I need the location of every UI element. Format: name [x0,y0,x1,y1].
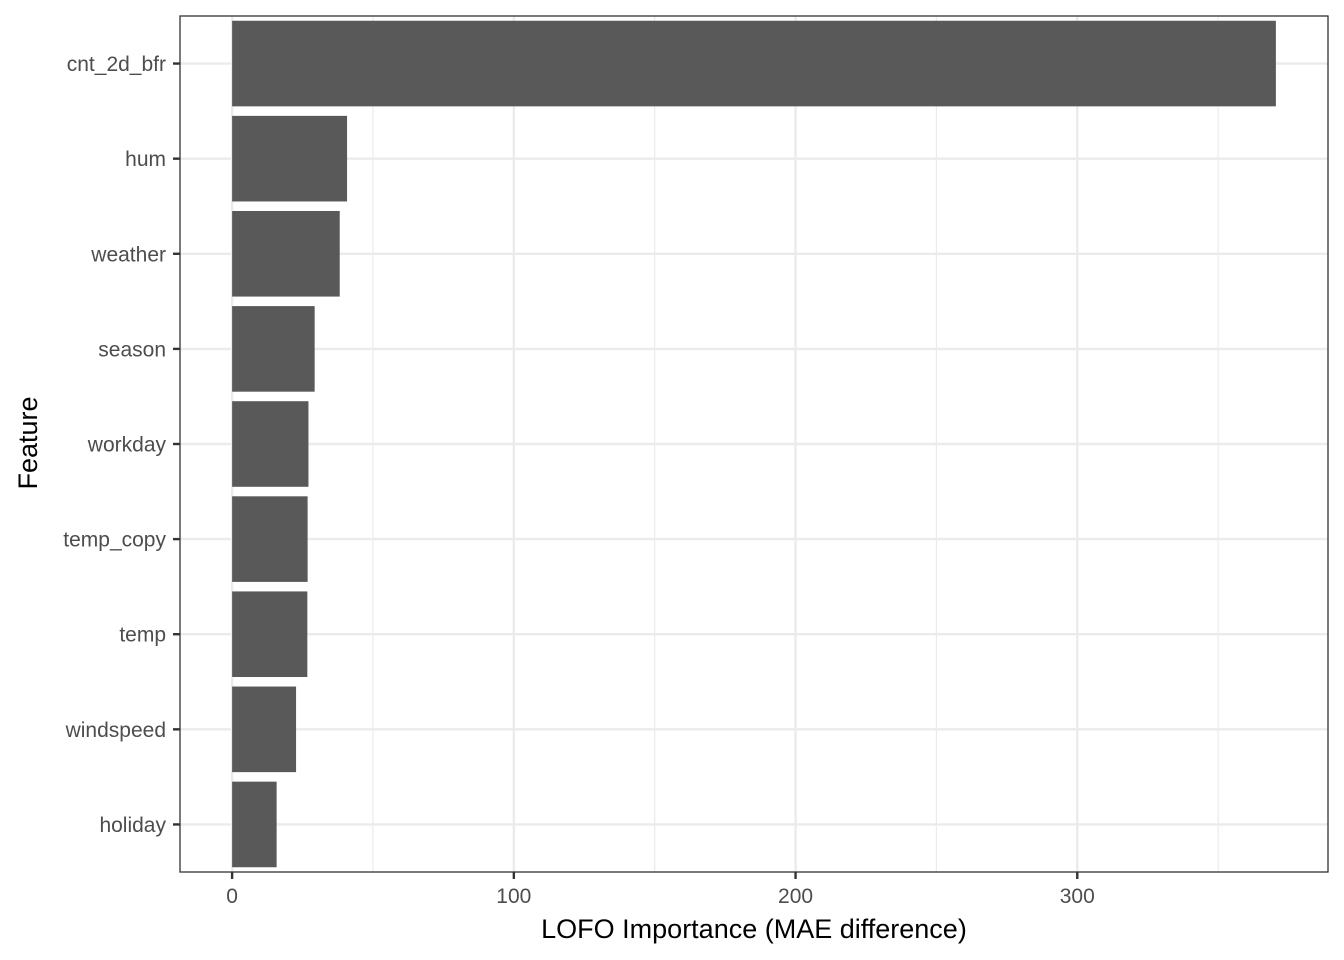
bar-workday [232,401,309,487]
bar-weather [232,210,340,297]
y-tick-label: weather [90,243,166,266]
y-tick-label: workday [87,434,167,457]
y-tick-label: cnt_2d_bfr [67,53,166,76]
x-tick-label: 200 [778,885,813,908]
y-axis-title: Feature [13,396,43,489]
major-gridlines [180,16,1328,872]
y-tick-label: windspeed [65,719,166,742]
bar-cnt_2d_bfr [232,20,1276,107]
bar-temp [232,591,308,678]
y-tick-label: season [98,338,166,361]
y-tick-label: temp [119,624,166,647]
x-tick-label: 300 [1060,885,1095,908]
y-tick-label: temp_copy [63,529,166,552]
bar-holiday [232,781,277,868]
bars [232,20,1276,868]
x-tick-label: 0 [226,885,238,908]
x-axis-title: LOFO Importance (MAE difference) [541,914,967,944]
x-axis: 0 100 200 300 [226,872,1095,908]
y-tick-label: holiday [99,814,166,837]
bar-hum [232,115,348,202]
y-tick-label: hum [125,148,166,171]
bar-season [232,306,315,392]
bar-windspeed [232,686,297,773]
x-tick-label: 100 [496,885,531,908]
bar-temp_copy [232,496,308,582]
